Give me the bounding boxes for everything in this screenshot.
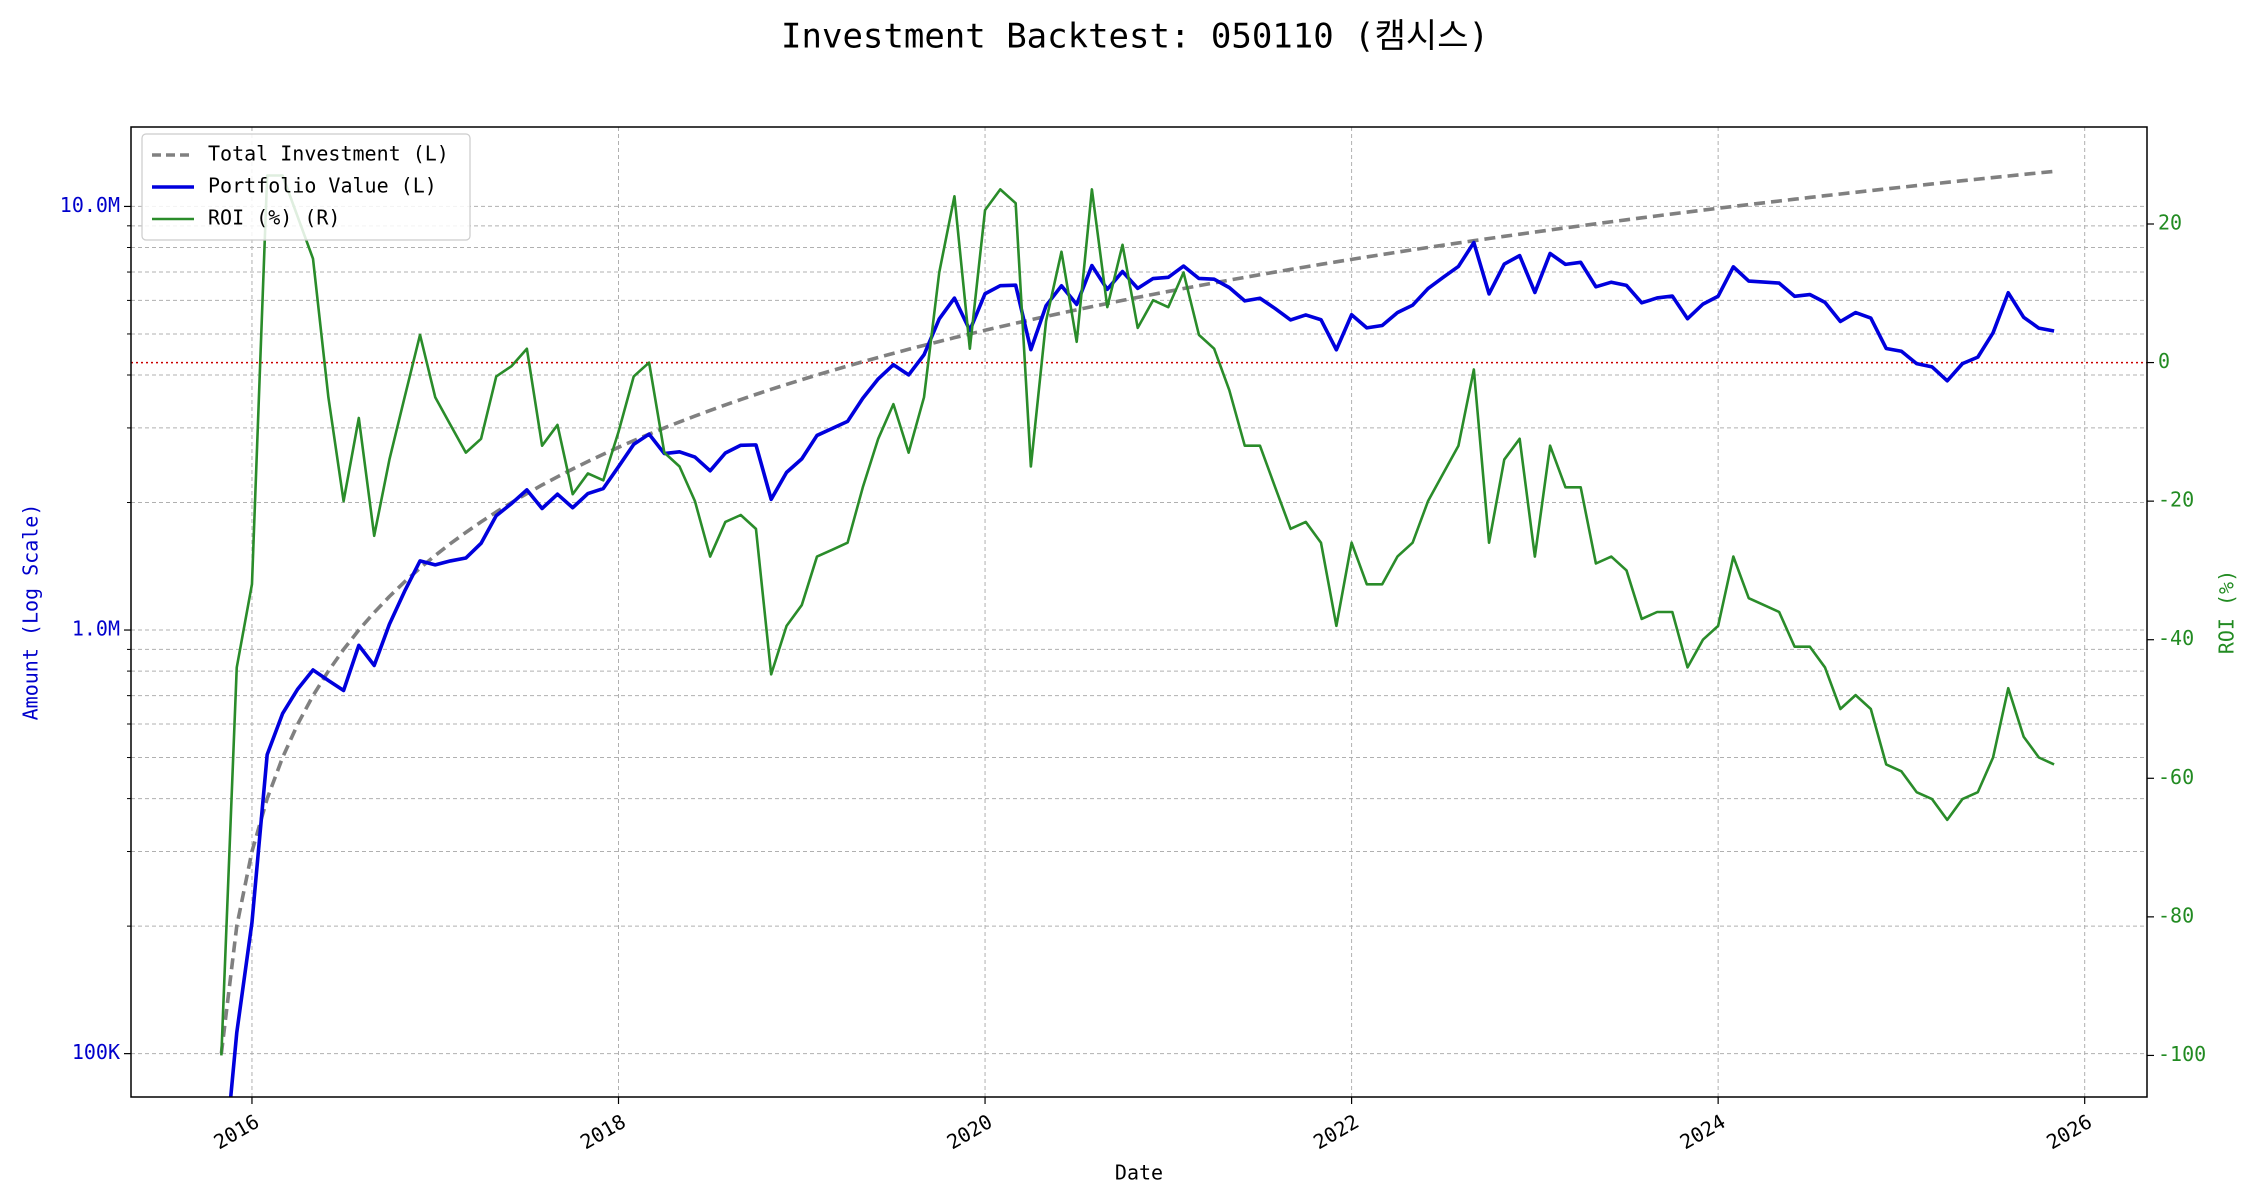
series-line <box>219 169 2055 1054</box>
plot-area <box>219 169 2055 1097</box>
y-tick-label: 1.0M <box>72 617 120 641</box>
chart-title: Investment Backtest: 050110 (캠시스) <box>781 17 1489 57</box>
legend-box <box>141 133 471 241</box>
y2-tick-label: 0 <box>2158 349 2170 373</box>
series-line <box>220 174 2055 1056</box>
y2-tick-label: -80 <box>2158 903 2194 927</box>
legend-label: Portfolio Value (L) <box>208 174 437 198</box>
x-axis-label: Date <box>1115 1161 1163 1185</box>
y-tick-label: 10.0M <box>60 193 120 217</box>
legend-label: Total Investment (L) <box>208 142 449 166</box>
y2-tick-label: -60 <box>2158 765 2194 789</box>
y2-axis-label: ROI (%) <box>2215 570 2239 654</box>
legend-label: ROI (%) (R) <box>208 206 340 230</box>
y-tick-label: 100K <box>72 1040 120 1064</box>
plot-frame <box>130 126 2148 1098</box>
y2-tick-label: -40 <box>2158 626 2194 650</box>
series-line <box>228 240 2055 1097</box>
y-axis-label: Amount (Log Scale) <box>19 504 43 721</box>
y2-tick-label: 20 <box>2158 211 2182 235</box>
y2-tick-label: -20 <box>2158 488 2194 512</box>
y2-tick-label: -100 <box>2158 1042 2206 1066</box>
